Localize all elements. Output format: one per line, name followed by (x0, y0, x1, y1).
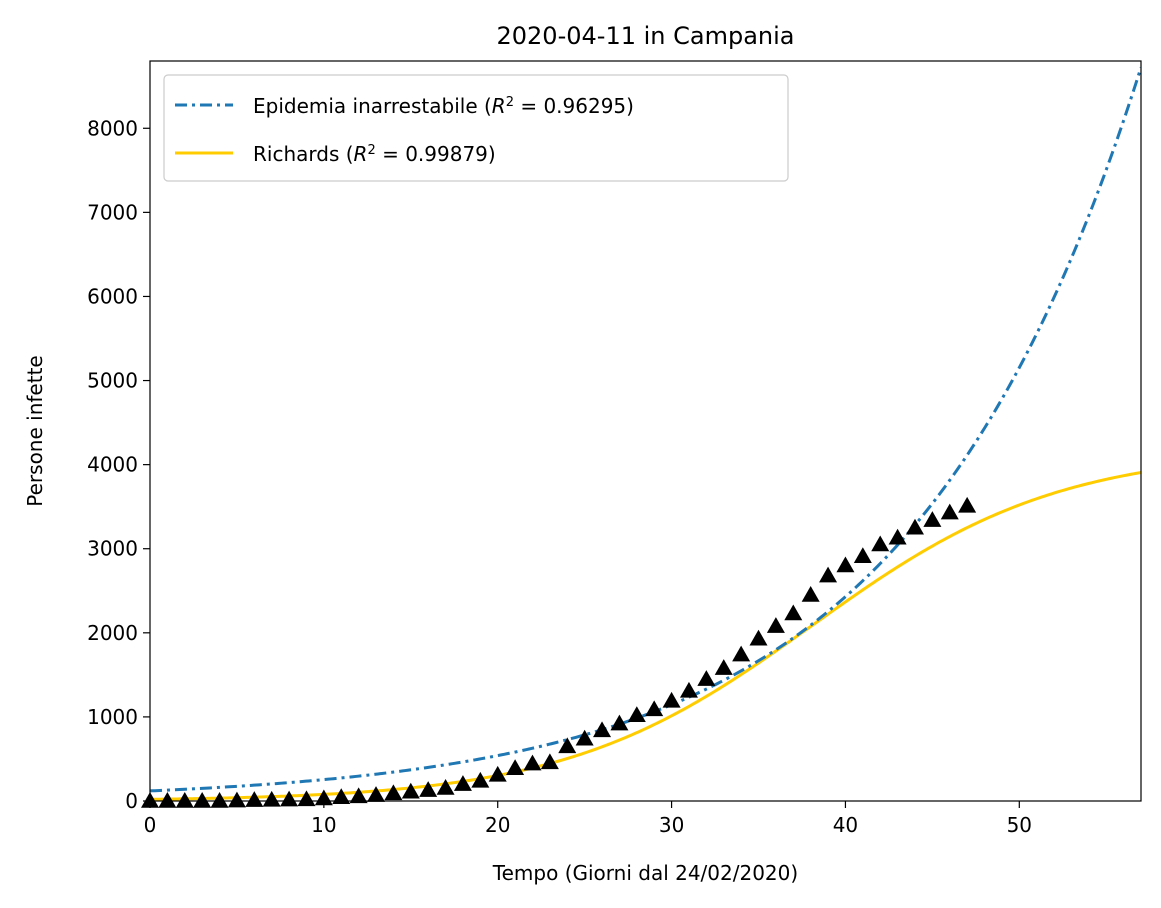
data-point (958, 496, 977, 513)
data-point (349, 787, 368, 804)
data-point (836, 556, 855, 573)
data-point (506, 759, 525, 775)
data-point (436, 778, 455, 795)
data-point (175, 792, 194, 808)
data-point (193, 792, 212, 808)
y-axis: 0 1000 2000 3000 4000 5000 6000 7000 8000 (87, 116, 150, 813)
data-point (523, 754, 542, 771)
data-point (471, 771, 490, 788)
data-point (262, 790, 281, 807)
legend-label-richards: Richards (R2 = 0.99879) (253, 142, 496, 166)
y-tick-label: 8000 (87, 116, 138, 140)
data-point (697, 670, 716, 686)
data-point (627, 706, 646, 722)
data-point (749, 629, 768, 646)
legend-label-exponential: Epidemia inarrestabile (R2 = 0.96295) (253, 94, 634, 118)
data-point (540, 753, 559, 770)
data-point (419, 781, 438, 797)
data-point (784, 604, 803, 621)
data-point (453, 775, 472, 791)
data-point (227, 791, 246, 808)
data-point (210, 792, 229, 808)
x-tick-label: 0 (144, 813, 157, 837)
data-point (732, 645, 751, 662)
x-tick-label: 10 (311, 813, 336, 837)
data-point (280, 790, 299, 807)
y-axis-label: Persone infette (23, 355, 47, 506)
data-point (488, 765, 507, 782)
data-point (245, 791, 264, 807)
data-point (575, 729, 594, 746)
y-tick-label: 4000 (87, 453, 138, 477)
data-point (645, 700, 664, 717)
data-point (662, 691, 681, 708)
y-tick-label: 1000 (87, 705, 138, 729)
y-tick-label: 7000 (87, 200, 138, 224)
x-tick-label: 20 (485, 813, 510, 837)
data-point (367, 786, 386, 802)
x-axis: 0 10 20 30 40 50 (144, 801, 1032, 837)
data-point (714, 659, 733, 675)
data-point (923, 511, 942, 527)
plot-area (141, 60, 1142, 808)
series-line-richards (150, 471, 1141, 801)
y-tick-label: 5000 (87, 369, 138, 393)
x-axis-label: Tempo (Giorni dal 24/02/2020) (492, 861, 798, 885)
data-point (401, 782, 420, 799)
data-point (940, 503, 959, 520)
series-line-exponential (150, 66, 1141, 793)
y-tick-label: 2000 (87, 621, 138, 645)
chart-title: 2020-04-11 in Campania (497, 22, 795, 50)
data-point (593, 721, 612, 738)
data-point (679, 681, 698, 698)
data-point (384, 784, 403, 801)
data-point (332, 788, 351, 804)
data-point (610, 714, 629, 731)
data-point (888, 528, 907, 545)
data-point (819, 566, 838, 583)
data-point (297, 790, 316, 807)
data-point (801, 585, 820, 602)
legend-box (163, 74, 789, 182)
legend: Epidemia inarrestabile (R2 = 0.96295) Ri… (163, 74, 789, 182)
data-point (905, 518, 924, 535)
data-point (766, 617, 785, 633)
data-point (158, 792, 177, 808)
data-point (558, 737, 577, 754)
x-tick-label: 40 (833, 813, 858, 837)
x-tick-label: 50 (1007, 813, 1032, 837)
plot-frame (149, 60, 1142, 802)
y-tick-label: 3000 (87, 537, 138, 561)
data-point (871, 535, 890, 552)
x-tick-label: 30 (659, 813, 684, 837)
data-point (853, 547, 872, 564)
y-tick-label: 0 (125, 789, 138, 813)
y-tick-label: 6000 (87, 284, 138, 308)
